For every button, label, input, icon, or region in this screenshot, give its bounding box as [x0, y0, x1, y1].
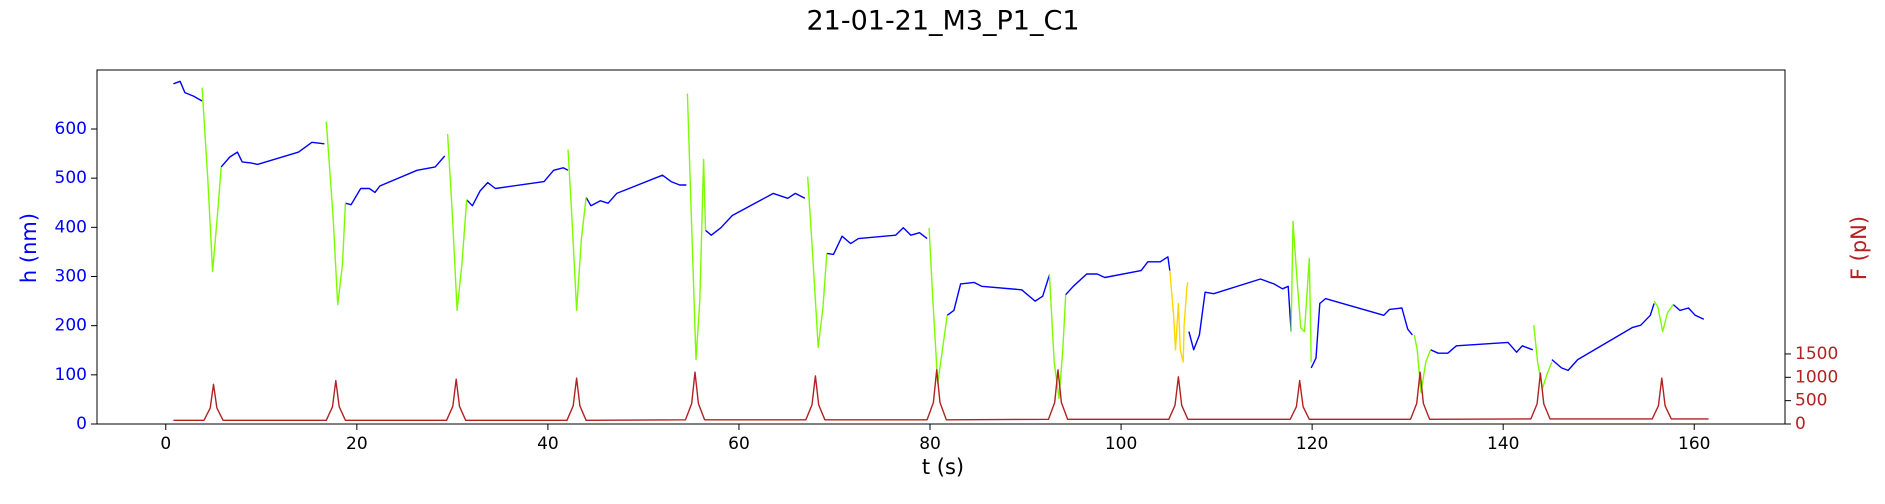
- x-tick-label: 160: [1678, 434, 1710, 454]
- x-tick-label: 40: [537, 434, 559, 454]
- y-tick-label: 200: [55, 316, 87, 336]
- y2-tick-label: 1500: [1795, 344, 1838, 364]
- y-tick-label: 0: [76, 414, 87, 434]
- x-tick-label: 60: [728, 434, 750, 454]
- x-tick-label: 0: [160, 434, 171, 454]
- data-line: [173, 369, 1709, 421]
- y-tick-label: 100: [55, 365, 87, 385]
- y2-axis-label: F (pN): [1847, 216, 1871, 280]
- x-tick-label: 120: [1296, 434, 1328, 454]
- y-tick-label: 300: [55, 267, 87, 287]
- y-tick-label: 600: [55, 119, 87, 139]
- data-line: [173, 80, 1705, 372]
- y-tick-label: 500: [55, 168, 87, 188]
- x-tick-label: 80: [919, 434, 941, 454]
- y-tick-label: 400: [55, 217, 87, 237]
- x-tick-label: 20: [346, 434, 368, 454]
- x-tick-label: 140: [1487, 434, 1519, 454]
- data-line: [201, 87, 1674, 400]
- data-line: [1169, 270, 1189, 363]
- chart-title: 21-01-21_M3_P1_C1: [806, 6, 1079, 37]
- plot-frame: [96, 69, 1786, 425]
- x-axis-label: t (s): [922, 455, 964, 479]
- y-axis-label: h (nm): [17, 213, 41, 283]
- y2-tick-label: 500: [1795, 391, 1827, 411]
- y2-tick-label: 1000: [1795, 367, 1838, 387]
- y2-tick-label: 0: [1795, 414, 1806, 434]
- x-tick-label: 100: [1105, 434, 1137, 454]
